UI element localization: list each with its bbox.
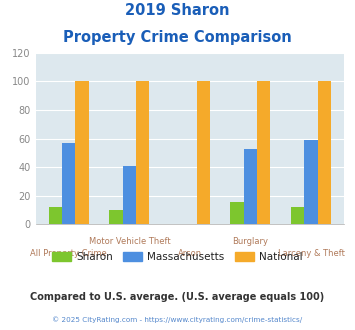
- Bar: [244, 148, 257, 224]
- Bar: [49, 207, 62, 224]
- Bar: [76, 82, 89, 224]
- Text: Compared to U.S. average. (U.S. average equals 100): Compared to U.S. average. (U.S. average …: [31, 292, 324, 302]
- Bar: [62, 143, 76, 224]
- Bar: [291, 207, 304, 224]
- Text: 2019 Sharon: 2019 Sharon: [125, 3, 230, 18]
- Text: Arson: Arson: [178, 249, 202, 258]
- Text: All Property Crime: All Property Crime: [31, 249, 107, 258]
- Bar: [230, 202, 244, 224]
- Text: © 2025 CityRating.com - https://www.cityrating.com/crime-statistics/: © 2025 CityRating.com - https://www.city…: [53, 317, 302, 323]
- Bar: [304, 140, 318, 224]
- Bar: [123, 166, 136, 224]
- Bar: [109, 210, 123, 224]
- Bar: [197, 82, 210, 224]
- Bar: [318, 82, 331, 224]
- Text: Property Crime Comparison: Property Crime Comparison: [63, 30, 292, 45]
- Bar: [257, 82, 271, 224]
- Bar: [136, 82, 149, 224]
- Text: Burglary: Burglary: [233, 237, 268, 246]
- Text: Motor Vehicle Theft: Motor Vehicle Theft: [88, 237, 170, 246]
- Legend: Sharon, Massachusetts, National: Sharon, Massachusetts, National: [48, 248, 307, 266]
- Text: Larceny & Theft: Larceny & Theft: [278, 249, 344, 258]
